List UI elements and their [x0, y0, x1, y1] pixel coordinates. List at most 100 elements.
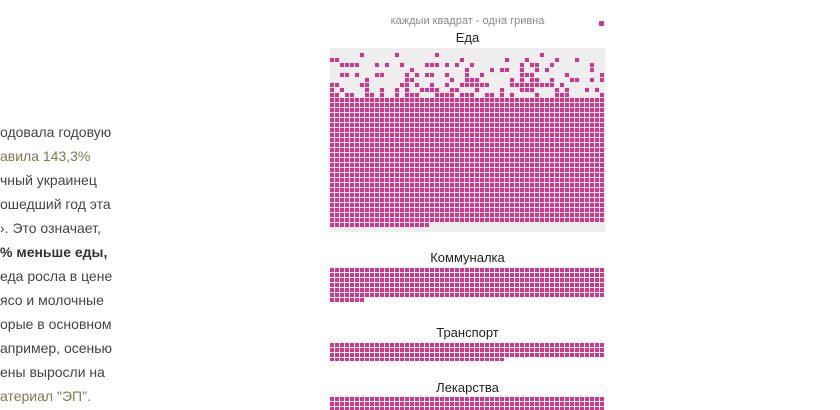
square: [360, 133, 364, 137]
square: [410, 93, 414, 97]
square: [340, 223, 344, 227]
square: [435, 268, 439, 272]
square: [425, 223, 429, 227]
square: [500, 123, 504, 127]
square: [365, 103, 369, 107]
square: [395, 153, 399, 157]
square: [435, 407, 439, 410]
square: [360, 128, 364, 132]
square: [380, 113, 384, 117]
square: [565, 163, 569, 167]
square: [600, 73, 604, 77]
square: [365, 358, 369, 361]
square: [400, 198, 404, 202]
square: [550, 163, 554, 167]
square: [505, 278, 509, 282]
square: [410, 168, 414, 172]
square: [370, 103, 374, 107]
square: [345, 208, 349, 212]
square: [450, 278, 454, 282]
square: [510, 173, 514, 177]
square: [435, 148, 439, 152]
square: [425, 113, 429, 117]
square: [590, 203, 594, 207]
square: [505, 273, 509, 277]
square: [365, 93, 369, 97]
square: [365, 407, 369, 410]
square: [390, 103, 394, 107]
square: [480, 348, 484, 352]
square: [345, 173, 349, 177]
square: [520, 203, 524, 207]
square: [535, 278, 539, 282]
square: [360, 138, 364, 142]
square: [520, 407, 524, 410]
square: [390, 353, 394, 357]
square: [355, 402, 359, 406]
square: [520, 278, 524, 282]
square: [350, 193, 354, 197]
square: [600, 273, 604, 277]
square: [370, 98, 374, 102]
square: [510, 268, 514, 272]
square: [470, 98, 474, 102]
square: [380, 288, 384, 292]
square: [575, 208, 579, 212]
square: [575, 123, 579, 127]
square: [570, 288, 574, 292]
square: [345, 397, 349, 401]
square: [450, 133, 454, 137]
square: [465, 353, 469, 357]
square: [385, 273, 389, 277]
square: [490, 163, 494, 167]
square: [565, 273, 569, 277]
square: [370, 402, 374, 406]
square: [370, 133, 374, 137]
square: [390, 343, 394, 347]
square: [410, 218, 414, 222]
square: [560, 148, 564, 152]
square: [415, 128, 419, 132]
square: [380, 283, 384, 287]
square: [355, 148, 359, 152]
square: [475, 153, 479, 157]
square: [425, 208, 429, 212]
square: [490, 198, 494, 202]
square: [555, 173, 559, 177]
square: [440, 273, 444, 277]
square: [495, 213, 499, 217]
square: [460, 108, 464, 112]
square: [435, 128, 439, 132]
square: [455, 203, 459, 207]
square: [550, 123, 554, 127]
square: [490, 203, 494, 207]
square: [560, 93, 564, 97]
square: [340, 178, 344, 182]
square: [545, 123, 549, 127]
square: [445, 407, 449, 410]
square: [600, 143, 604, 147]
square: [470, 123, 474, 127]
square: [490, 108, 494, 112]
square: [335, 168, 339, 172]
square: [420, 128, 424, 132]
square: [520, 218, 524, 222]
square: [480, 153, 484, 157]
square: [515, 213, 519, 217]
square: [485, 273, 489, 277]
square: [380, 153, 384, 157]
square: [435, 133, 439, 137]
square: [355, 358, 359, 361]
square: [535, 402, 539, 406]
square: [480, 343, 484, 347]
square: [400, 123, 404, 127]
square: [590, 153, 594, 157]
square: [575, 113, 579, 117]
square: [440, 213, 444, 217]
square: [350, 293, 354, 297]
square: [440, 113, 444, 117]
square: [525, 133, 529, 137]
square: [595, 108, 599, 112]
square: [475, 123, 479, 127]
square: [435, 283, 439, 287]
